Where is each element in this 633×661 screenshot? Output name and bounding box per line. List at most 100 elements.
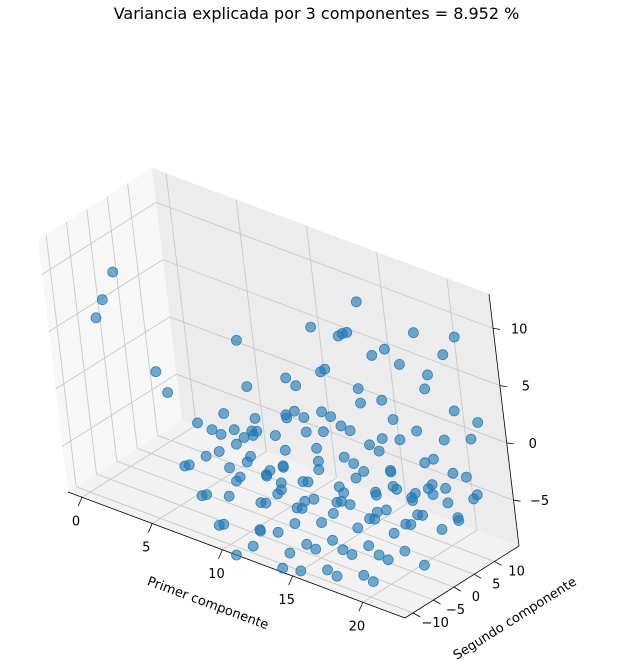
y-gridline (45, 234, 77, 487)
data-point (279, 444, 291, 456)
data-point (447, 467, 459, 479)
z-gridline (176, 373, 514, 501)
x-tick-mark (147, 523, 153, 533)
data-point (206, 424, 218, 436)
data-point (369, 513, 381, 525)
y-tick-label: 10 (508, 564, 525, 579)
y-axis-label: Segundo componente (451, 575, 580, 661)
y-gridline (127, 183, 159, 436)
x-tick-label: 15 (278, 593, 295, 608)
x-gridline (376, 251, 408, 505)
data-point (363, 540, 375, 552)
data-point (344, 425, 356, 437)
data-point (367, 576, 379, 587)
data-point (272, 526, 284, 538)
data-point (241, 456, 253, 468)
data-point (280, 372, 292, 384)
data-point (394, 434, 406, 446)
data-point (352, 383, 364, 395)
data-point (333, 481, 345, 493)
data-point (288, 405, 300, 417)
data-point (96, 294, 108, 306)
data-point (247, 540, 259, 552)
data-point (422, 483, 434, 495)
data-point (230, 438, 242, 450)
data-point (358, 569, 370, 581)
y-gridline (157, 435, 495, 562)
data-point (378, 343, 390, 355)
y-gridline (86, 209, 118, 462)
data-point (300, 426, 312, 438)
data-point (385, 466, 397, 478)
data-point (442, 497, 454, 509)
data-point (317, 426, 329, 438)
z-tick-label: 0 (529, 437, 537, 452)
data-point (465, 433, 477, 445)
data-point (260, 497, 272, 509)
data-point (298, 412, 310, 423)
x-tick-label: 10 (208, 567, 225, 582)
data-point (228, 424, 240, 436)
data-point (355, 397, 366, 409)
data-point (281, 412, 293, 424)
data-point (373, 549, 385, 561)
x-gridline (306, 225, 337, 478)
data-point (308, 493, 320, 505)
data-point (213, 446, 225, 457)
data-point (277, 562, 289, 574)
z-tick-mark (506, 442, 514, 445)
data-point (192, 417, 203, 429)
z-gridline (48, 259, 164, 333)
data-point (346, 549, 358, 560)
data-point (405, 519, 417, 530)
data-point (387, 414, 399, 425)
x-tick-mark (358, 602, 364, 612)
x-tick-mark (77, 497, 83, 507)
z-tick-mark (513, 499, 521, 502)
data-point (438, 434, 450, 446)
x-gridline (292, 503, 407, 577)
data-point (460, 471, 472, 483)
z-gridline (162, 259, 501, 387)
data-point (302, 476, 314, 488)
data-point (247, 429, 259, 441)
data-point (336, 495, 347, 507)
y-tick-label: 0 (472, 590, 480, 605)
x-tick-mark (218, 549, 223, 559)
data-point (249, 412, 261, 424)
data-point (201, 489, 213, 501)
data-point (407, 327, 419, 339)
left-pane (38, 168, 182, 492)
data-point (312, 455, 324, 467)
data-point (350, 472, 362, 484)
data-point (437, 349, 449, 361)
y-gridline (75, 486, 414, 614)
data-point (200, 450, 212, 462)
z-tick-mark (499, 385, 507, 388)
data-point (440, 482, 452, 494)
z-tick-label: 5 (522, 380, 530, 395)
data-point (231, 475, 242, 487)
data-point (255, 525, 266, 537)
data-point (348, 458, 360, 470)
data-point (393, 358, 405, 370)
data-point (411, 425, 423, 437)
data-point (399, 545, 411, 557)
data-point (448, 405, 460, 417)
z-gridline (41, 201, 157, 275)
data-point (310, 543, 322, 555)
data-point (338, 451, 350, 463)
data-point (241, 381, 253, 393)
y-tick-mark (433, 599, 441, 605)
data-point (231, 549, 242, 561)
z-gridline (62, 373, 177, 447)
data-point (436, 524, 448, 535)
y-tick-label: 5 (492, 577, 500, 592)
y-gridline (106, 196, 138, 449)
z-gridline (155, 201, 494, 329)
z-tick-label: 10 (511, 322, 528, 337)
y-gridline (66, 221, 97, 475)
x-gridline (81, 424, 197, 498)
z-gridline (169, 316, 507, 444)
data-point (472, 417, 484, 428)
